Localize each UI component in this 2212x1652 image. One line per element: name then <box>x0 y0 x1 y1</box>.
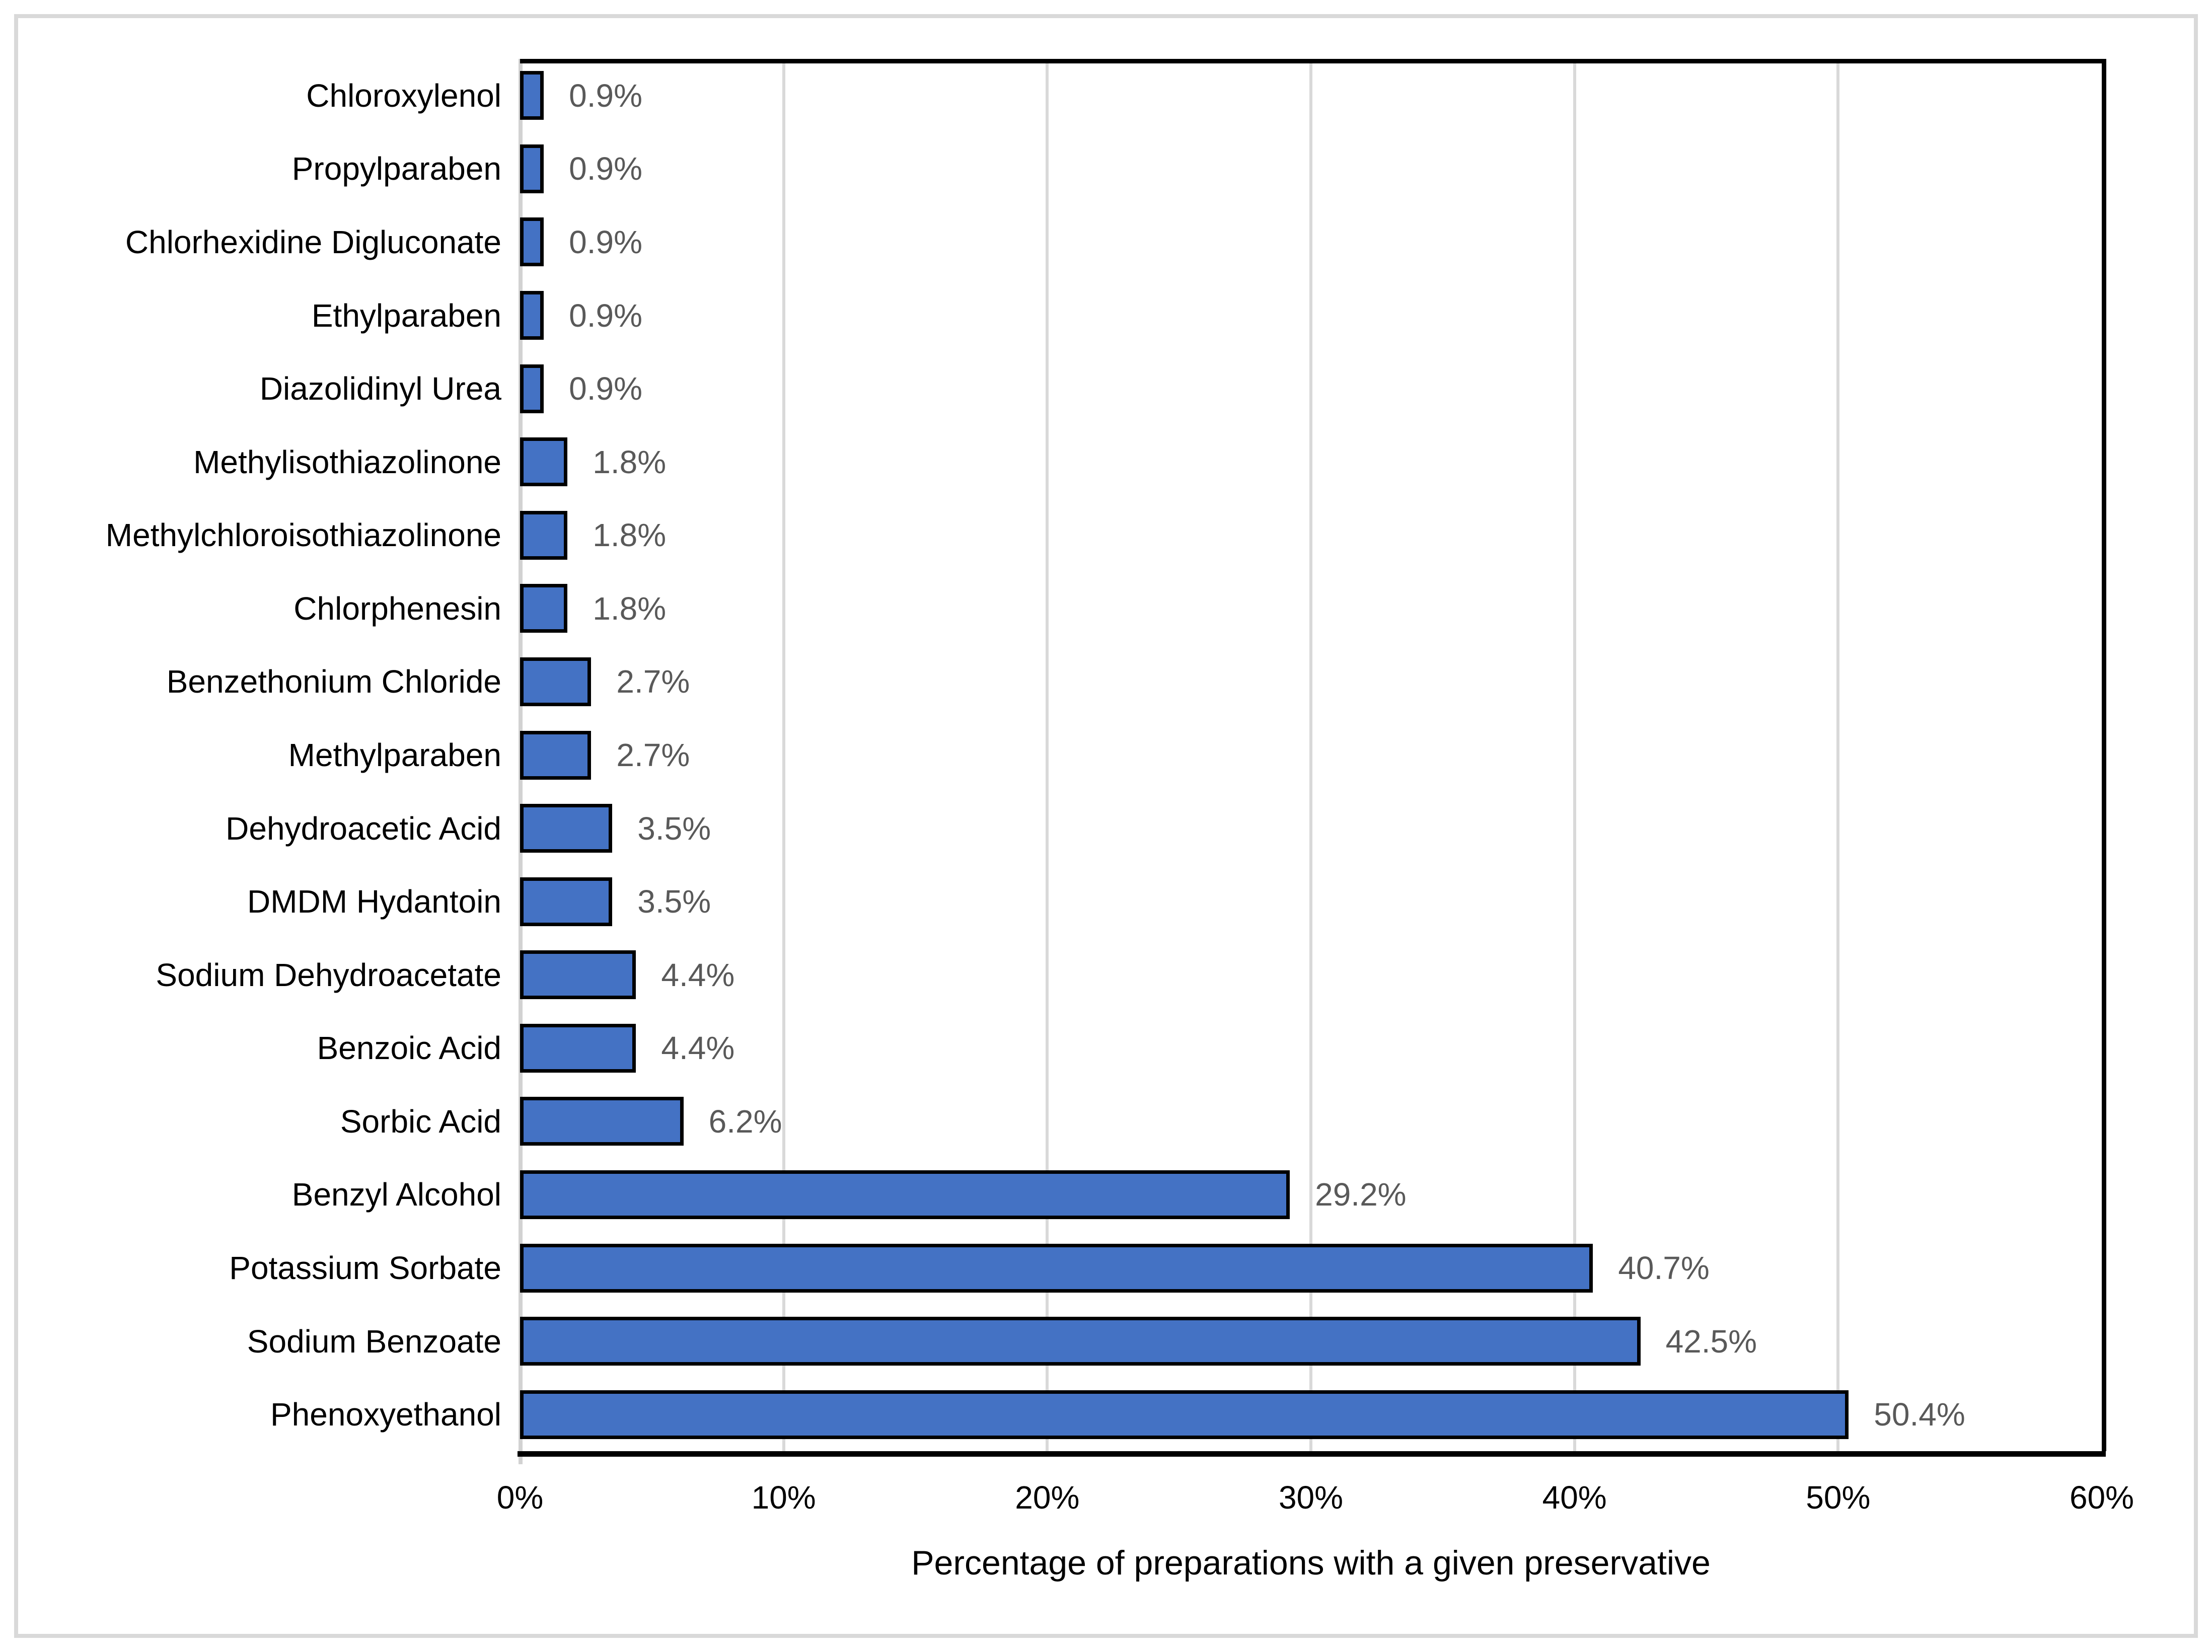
category-label: Phenoxyethanol <box>270 1396 501 1433</box>
bar-value-label: 0.9% <box>569 77 642 114</box>
bar <box>520 144 544 193</box>
category-label: Chlorhexidine Digluconate <box>125 223 501 260</box>
bar <box>520 217 544 267</box>
category-label: Benzethonium Chloride <box>166 663 501 700</box>
category-label: Sorbic Acid <box>340 1103 501 1140</box>
category-label: Dehydroacetic Acid <box>226 810 501 847</box>
bar-value-label: 40.7% <box>1618 1250 1710 1287</box>
bar <box>520 584 568 633</box>
bar-value-label: 1.8% <box>593 517 667 554</box>
x-tick-label: 30% <box>1278 1479 1344 1516</box>
x-tick-label: 10% <box>751 1479 816 1516</box>
category-label: Methylisothiazolinone <box>193 443 501 480</box>
bar <box>520 71 544 120</box>
x-tick-label: 0% <box>496 1479 544 1516</box>
bar <box>520 1390 1849 1439</box>
bar <box>520 364 544 413</box>
category-label: Sodium Dehydroacetate <box>156 956 501 993</box>
category-label: Benzyl Alcohol <box>291 1176 501 1213</box>
x-tick-label: 60% <box>2069 1479 2134 1516</box>
bar-value-label: 29.2% <box>1315 1176 1407 1213</box>
bar-value-label: 4.4% <box>661 1030 735 1067</box>
bar-value-label: 42.5% <box>1665 1323 1757 1360</box>
bar-value-label: 0.9% <box>569 297 642 334</box>
category-label: Potassium Sorbate <box>229 1250 501 1287</box>
category-label: Chlorphenesin <box>293 590 501 627</box>
gridline <box>782 59 785 1451</box>
x-tick-label: 40% <box>1542 1479 1607 1516</box>
bar-value-label: 3.5% <box>637 883 711 920</box>
bar-value-label: 0.9% <box>569 370 642 407</box>
bar <box>520 437 568 487</box>
gridline <box>1046 59 1049 1451</box>
bar <box>520 1023 636 1073</box>
plot-border-top <box>520 59 2106 63</box>
category-label: Propylparaben <box>291 151 501 187</box>
bar <box>520 1097 684 1146</box>
x-axis-title: Percentage of preparations with a given … <box>911 1544 1711 1582</box>
chart-figure: 0.9% 0.9% 0.9% 0.9% 0.9% 1.8% 1.8% 1.8% 2.7% 2.7%… <box>14 14 2198 1638</box>
bar <box>520 950 636 1000</box>
category-label: Benzoic Acid <box>317 1030 501 1067</box>
x-tick-label: 20% <box>1015 1479 1080 1516</box>
bar-value-label: 4.4% <box>661 956 735 993</box>
category-label: Chloroxylenol <box>306 77 501 114</box>
plot-border-right <box>2102 59 2106 1451</box>
bar-value-label: 2.7% <box>616 737 690 773</box>
gridline <box>1573 59 1576 1451</box>
category-label: Methylchloroisothiazolinone <box>105 517 501 554</box>
category-label: Diazolidinyl Urea <box>259 370 501 407</box>
chart-area: 0.9% 0.9% 0.9% 0.9% 0.9% 1.8% 1.8% 1.8% 2.7% 2.7%… <box>18 18 2194 1634</box>
x-tick-label: 50% <box>1806 1479 1871 1516</box>
category-label: Sodium Benzoate <box>247 1323 501 1360</box>
category-labels: Chloroxylenol Propylparaben Chlorhexidine … <box>18 59 501 1451</box>
bar <box>520 1170 1290 1219</box>
bar-value-label: 2.7% <box>616 663 690 700</box>
category-label: DMDM Hydantoin <box>247 883 501 920</box>
bar-value-label: 50.4% <box>1874 1396 1965 1433</box>
bar <box>520 1317 1641 1366</box>
x-axis-line <box>518 1451 2106 1457</box>
bar-value-label: 1.8% <box>593 590 667 627</box>
gridline <box>1836 59 1840 1451</box>
bar <box>520 510 568 560</box>
bars-container: 0.9% 0.9% 0.9% 0.9% 0.9% 1.8% 1.8% 1.8% 2.7% 2.7%… <box>520 59 2102 1451</box>
bar-value-label: 3.5% <box>637 810 711 847</box>
bar-value-label: 1.8% <box>593 443 667 480</box>
bar <box>520 877 613 926</box>
bar <box>520 657 592 706</box>
bar-value-label: 6.2% <box>708 1103 782 1140</box>
bar <box>520 291 544 340</box>
bar-value-label: 0.9% <box>569 223 642 260</box>
gridline <box>1309 59 1312 1451</box>
category-label: Ethylparaben <box>311 297 501 334</box>
bar-value-label: 0.9% <box>569 151 642 187</box>
bar <box>520 1243 1593 1293</box>
x-axis-ticks: 0% 10% 20% 30% 40% 50% 60% <box>497 1477 2134 1518</box>
bar <box>520 804 613 853</box>
bar <box>520 730 592 780</box>
category-label: Methylparaben <box>288 737 501 773</box>
